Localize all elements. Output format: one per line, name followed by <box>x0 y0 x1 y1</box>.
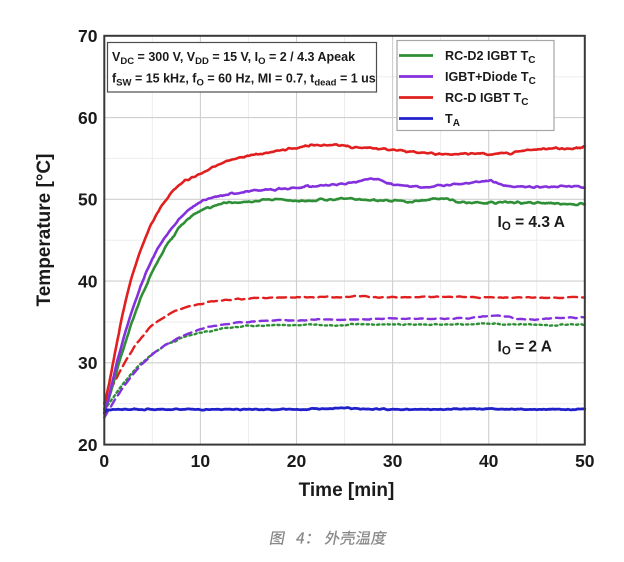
svg-text:IGBT+Diode TC: IGBT+Diode TC <box>445 70 536 87</box>
svg-text:10: 10 <box>191 451 211 471</box>
svg-text:IO = 2 A: IO = 2 A <box>498 339 552 358</box>
svg-text:VDC = 300 V, VDD = 15 V, IO =: VDC = 300 V, VDD = 15 V, IO = 2 / 4.3 Ap… <box>112 50 355 67</box>
svg-text:50: 50 <box>78 190 98 210</box>
svg-text:60: 60 <box>78 108 98 128</box>
svg-text:50: 50 <box>575 451 595 471</box>
svg-text:30: 30 <box>78 353 98 373</box>
svg-text:IO = 4.3 A: IO = 4.3 A <box>498 214 565 233</box>
svg-text:Temperature [°C]: Temperature [°C] <box>34 154 55 307</box>
svg-text:40: 40 <box>479 451 499 471</box>
svg-text:0: 0 <box>99 451 109 471</box>
svg-text:40: 40 <box>78 271 98 291</box>
svg-text:20: 20 <box>287 451 307 471</box>
svg-text:RC-D2 IGBT TC: RC-D2 IGBT TC <box>445 49 536 66</box>
svg-text:20: 20 <box>78 435 98 455</box>
svg-text:fSW = 15 kHz, fO = 60 Hz, MI =: fSW = 15 kHz, fO = 60 Hz, MI = 0.7, tdea… <box>112 72 376 89</box>
svg-text:30: 30 <box>383 451 403 471</box>
svg-text:70: 70 <box>78 26 98 46</box>
svg-text:Time [min]: Time [min] <box>299 480 395 501</box>
svg-text:RC-D IGBT TC: RC-D IGBT TC <box>445 91 529 108</box>
